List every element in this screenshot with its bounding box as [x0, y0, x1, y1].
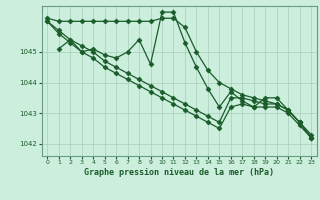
- X-axis label: Graphe pression niveau de la mer (hPa): Graphe pression niveau de la mer (hPa): [84, 168, 274, 177]
